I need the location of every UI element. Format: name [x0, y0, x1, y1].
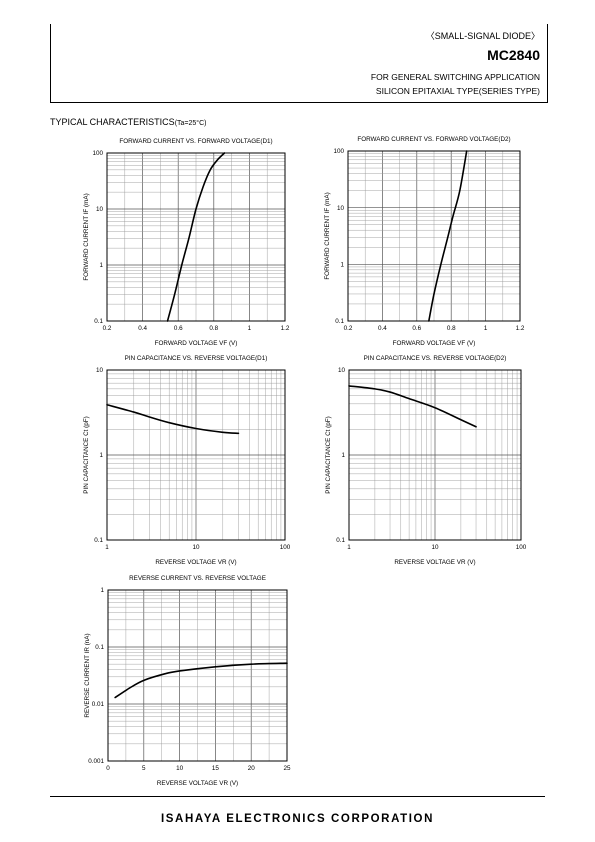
x-tick-label: 1 — [105, 544, 109, 551]
chart-2: FORWARD CURRENT VS. FORWARD VOLTAGE(D2) 0… — [324, 136, 525, 347]
application-description: FOR GENERAL SWITCHING APPLICATION — [370, 72, 540, 82]
plot-frame — [107, 589, 288, 762]
y-tick-label: 100 — [333, 148, 344, 155]
y-tick-label: 10 — [96, 367, 104, 374]
chart-3: PIN CAPACITANCE VS. REVERSE VOLTAGE(D1) 1… — [83, 355, 291, 566]
product-category-label: 〈SMALL-SIGNAL DIODE〉 — [425, 31, 540, 41]
chart-title: FORWARD CURRENT VS. FORWARD VOLTAGE(D1) — [119, 138, 272, 145]
x-tick-label: 10 — [431, 544, 439, 551]
y-tick-label: 0.1 — [95, 644, 104, 651]
y-tick-label: 0.001 — [88, 758, 104, 765]
chart-4: PIN CAPACITANCE VS. REVERSE VOLTAGE(D2) 1… — [325, 355, 527, 566]
company-name: ISAHAYA ELECTRONICS CORPORATION — [160, 813, 435, 825]
y-tick-label: 0.01 — [92, 701, 105, 708]
y-axis-label: FORWARD CURRENT IF (mA) — [83, 193, 90, 280]
x-axis-label: FORWARD VOLTAGE VF (V) — [393, 340, 476, 347]
y-tick-label: 0.1 — [94, 537, 103, 544]
x-tick-label: 15 — [212, 765, 220, 772]
y-axis-label: PIN CAPACITANCE Ct (pF) — [325, 416, 332, 493]
x-axis-label: REVERSE VOLTAGE VR (V) — [394, 559, 475, 566]
plot-frame — [348, 369, 522, 541]
x-tick-label: 1.2 — [281, 325, 290, 332]
x-tick-label: 0.6 — [174, 325, 183, 332]
section-title-text: TYPICAL CHARACTERISTICS — [50, 117, 175, 127]
chart-5: REVERSE CURRENT VS. REVERSE VOLTAGE 0 5 10 1… — [84, 575, 291, 787]
x-tick-label: 1 — [248, 325, 252, 332]
series-line — [348, 385, 477, 428]
x-tick-label: 0.6 — [412, 325, 421, 332]
plot-frame — [347, 150, 521, 322]
x-tick-label: 0.4 — [138, 325, 147, 332]
y-tick-label: 1 — [341, 452, 345, 459]
device-type-description: SILICON EPITAXIAL TYPE(SERIES TYPE) — [375, 86, 540, 96]
x-tick-label: 100 — [280, 544, 291, 551]
x-axis-label: FORWARD VOLTAGE VF (V) — [155, 340, 238, 347]
y-tick-label: 0.1 — [336, 537, 345, 544]
y-tick-label: 0.1 — [94, 318, 103, 325]
y-tick-label: 10 — [338, 367, 346, 374]
y-axis-label: PIN CAPACITANCE Ct (pF) — [83, 416, 90, 493]
part-number: MC2840 — [487, 47, 540, 63]
x-tick-label: 1 — [484, 325, 488, 332]
x-tick-label: 0 — [106, 765, 110, 772]
y-axis-label: FORWARD CURRENT IF (mA) — [324, 192, 331, 279]
series-line — [428, 150, 468, 322]
chart-title: FORWARD CURRENT VS. FORWARD VOLTAGE(D2) — [357, 136, 510, 143]
plot-frame — [106, 152, 286, 322]
y-tick-label: 1 — [99, 262, 103, 269]
series-line — [106, 403, 240, 435]
y-axis-label: REVERSE CURRENT IR (nA) — [84, 633, 91, 717]
x-tick-label: 5 — [142, 765, 146, 772]
x-tick-label: 20 — [248, 765, 256, 772]
x-tick-label: 10 — [176, 765, 184, 772]
x-tick-label: 100 — [516, 544, 527, 551]
y-tick-label: 0.1 — [335, 318, 344, 325]
x-tick-label: 25 — [283, 765, 291, 772]
x-tick-label: 1 — [347, 544, 351, 551]
x-tick-label: 0.4 — [378, 325, 387, 332]
test-condition: (Ta=25°C) — [174, 120, 207, 127]
y-tick-label: 1 — [340, 262, 344, 269]
chart-title: PIN CAPACITANCE VS. REVERSE VOLTAGE(D1) — [125, 355, 268, 362]
x-axis-label: REVERSE VOLTAGE VR (V) — [157, 780, 238, 787]
section-title: TYPICAL CHARACTERISTICS(Ta=25°C) — [50, 117, 206, 127]
header-frame — [50, 24, 548, 103]
x-tick-label: 1.2 — [516, 325, 525, 332]
y-tick-label: 1 — [100, 587, 104, 594]
chart-title: PIN CAPACITANCE VS. REVERSE VOLTAGE(D2) — [364, 355, 507, 362]
y-tick-label: 100 — [92, 150, 103, 157]
x-tick-label: 0.8 — [447, 325, 456, 332]
chart-title: REVERSE CURRENT VS. REVERSE VOLTAGE — [129, 575, 266, 582]
chart-1: FORWARD CURRENT VS. FORWARD VOLTAGE(D1) 0… — [83, 138, 290, 347]
series-line — [166, 152, 226, 322]
y-tick-label: 10 — [337, 205, 345, 212]
y-tick-label: 10 — [96, 206, 104, 213]
x-tick-label: 0.2 — [344, 325, 353, 332]
x-tick-label: 0.2 — [103, 325, 112, 332]
x-tick-label: 10 — [192, 544, 200, 551]
x-axis-label: REVERSE VOLTAGE VR (V) — [155, 559, 236, 566]
plot-frame — [106, 369, 286, 541]
series-line — [114, 662, 288, 699]
y-tick-label: 1 — [99, 452, 103, 459]
footer-rule — [50, 796, 545, 797]
x-tick-label: 0.8 — [209, 325, 218, 332]
